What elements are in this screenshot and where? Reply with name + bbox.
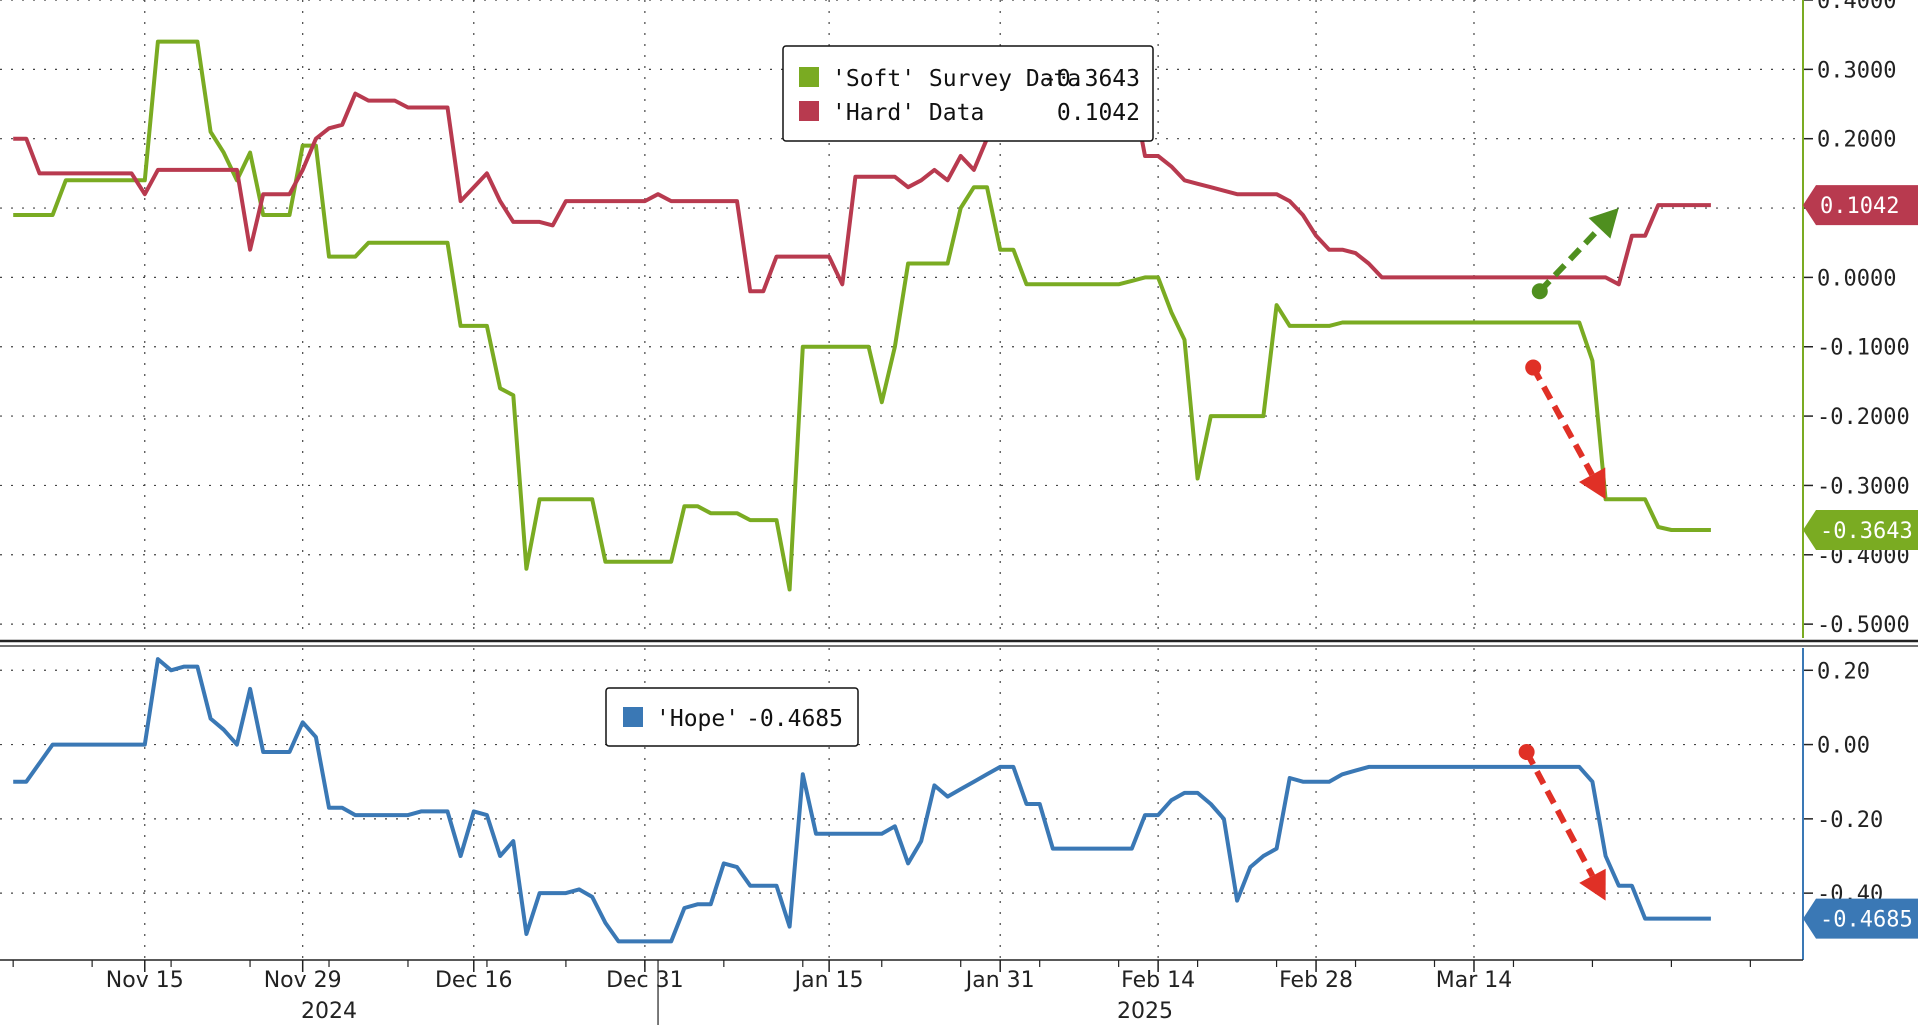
legend-top-box <box>782 45 1154 142</box>
legend-label-hope: 'Hope' <box>656 706 739 732</box>
x-tick-label: Feb 28 <box>1279 968 1353 993</box>
arrow-shaft <box>1523 750 1596 878</box>
y-tick-label: 0.3000 <box>1817 58 1896 83</box>
y-tick-label: -0.5000 <box>1817 613 1910 638</box>
y-tick-label: 0.20 <box>1817 659 1870 684</box>
legend-top: 'Soft' Survey Data -0.3643 'Hard' Data 0… <box>782 45 1154 142</box>
last-value-tag-top-1: 0.1042 <box>1803 185 1918 226</box>
series-line-bottom-0 <box>13 657 1711 944</box>
y-tick-label: -0.1000 <box>1817 336 1910 361</box>
year-label: 2025 <box>1117 999 1173 1024</box>
arrow-shaft <box>1537 226 1602 294</box>
legend-label-soft: 'Soft' Survey Data <box>832 66 1081 92</box>
last-value-tag-bottom-0: -0.4685 <box>1803 898 1918 939</box>
year-label: 2024 <box>301 999 357 1024</box>
y-tick-label: 0.0000 <box>1817 266 1896 291</box>
x-tick-label: Jan 15 <box>793 968 864 993</box>
last-value-tag-top-0: -0.3643 <box>1803 510 1918 551</box>
y-tick-label: 0.4000 <box>1817 0 1896 14</box>
grid <box>0 0 1803 960</box>
x-tick-label: Feb 14 <box>1121 968 1195 993</box>
y-tick-label: 0.2000 <box>1817 128 1896 153</box>
last-value-tag-bg <box>1803 510 1918 551</box>
annotation-arrow-1 <box>1525 359 1606 500</box>
arrow-head <box>1588 208 1619 239</box>
x-tick-label: Jan 31 <box>964 968 1035 993</box>
arrow-shaft <box>1530 366 1595 477</box>
last-value-tag-bg <box>1803 185 1918 226</box>
last-value-tag-text: 0.1042 <box>1820 194 1899 219</box>
x-tick-label: Nov 15 <box>106 968 184 993</box>
y-tick-label: -0.20 <box>1817 808 1883 833</box>
x-tick-label: Nov 29 <box>264 968 342 993</box>
arrow-head <box>1578 467 1606 500</box>
legend-label-hard: 'Hard' Data <box>832 100 984 126</box>
legend-value-soft: -0.3643 <box>1043 66 1140 92</box>
series-layer <box>13 39 1711 944</box>
annotation-arrow-0 <box>1531 208 1619 300</box>
arrow-head <box>1579 868 1606 901</box>
last-value-tag-bg <box>1803 898 1918 939</box>
legend-value-hope: -0.4685 <box>746 706 843 732</box>
labels: 0.40000.30000.20000.10000.0000-0.1000-0.… <box>106 0 1918 1024</box>
x-tick-label: Dec 31 <box>606 968 684 993</box>
y-tick-label: -0.2000 <box>1817 405 1910 430</box>
y-tick-label: 0.00 <box>1817 734 1870 759</box>
last-value-tag-text: -0.3643 <box>1820 519 1913 544</box>
annotation-arrow-2 <box>1518 744 1606 901</box>
series-line-top-1 <box>13 84 1711 294</box>
legend-swatch-soft <box>799 67 819 87</box>
y-tick-label: -0.3000 <box>1817 474 1910 499</box>
legend-bottom-box <box>605 687 859 747</box>
legend-swatch-hard <box>799 101 819 121</box>
x-tick-label: Dec 16 <box>435 968 513 993</box>
x-tick-label: Mar 14 <box>1436 968 1513 993</box>
legend-swatch-hope <box>623 707 643 727</box>
last-value-tag-text: -0.4685 <box>1820 908 1913 933</box>
annotation-arrows <box>1518 208 1619 901</box>
legend-value-hard: 0.1042 <box>1057 100 1140 126</box>
legend-bottom: 'Hope' -0.4685 <box>605 687 859 747</box>
